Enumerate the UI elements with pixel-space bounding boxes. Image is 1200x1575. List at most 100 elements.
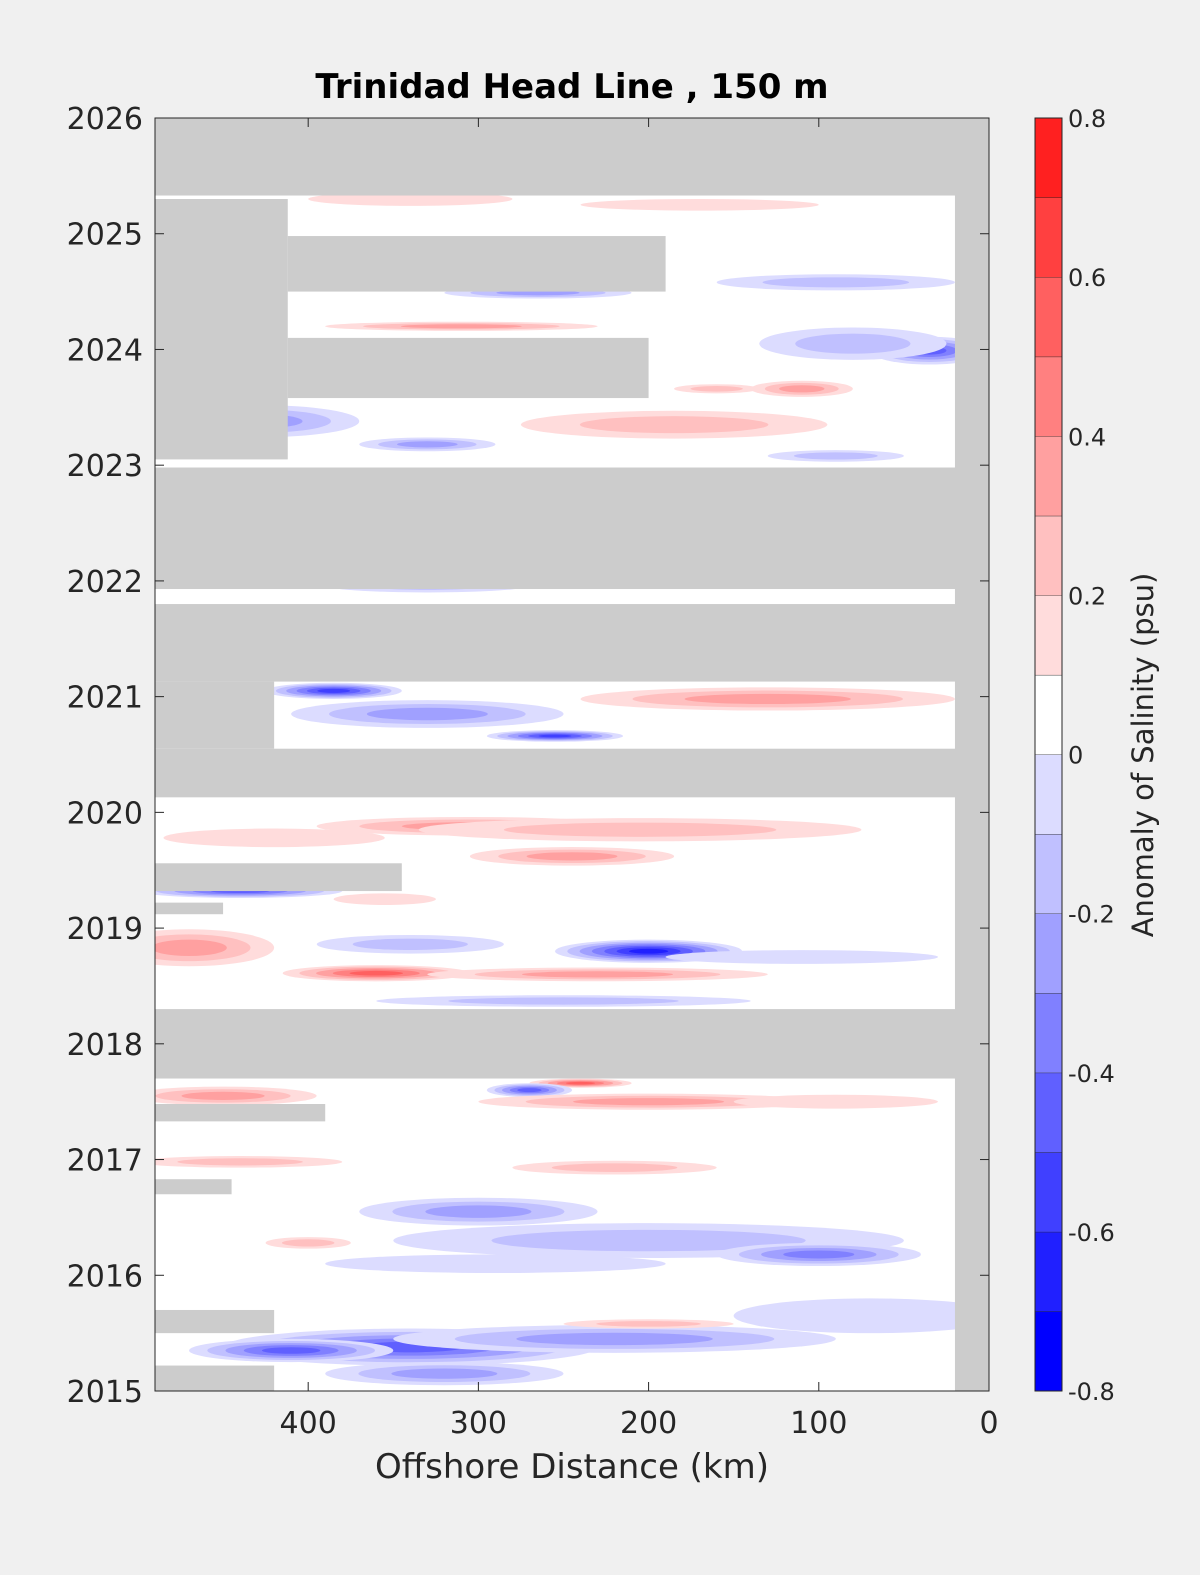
anomaly-feature [520, 410, 828, 439]
x-tick-label: 400 [280, 1406, 337, 1441]
anomaly-feature [155, 1156, 343, 1168]
anomaly-feature [325, 321, 598, 331]
x-tick-label: 300 [450, 1406, 507, 1441]
anomaly-feature [359, 1197, 598, 1226]
contour-level [181, 1091, 265, 1100]
x-tick-label: 100 [790, 1406, 847, 1441]
contour-level [425, 1205, 532, 1218]
anomaly-feature [325, 1254, 666, 1273]
contour-level [333, 893, 436, 905]
colorbar-tick-label: 0 [1068, 742, 1083, 770]
anomaly-feature [282, 965, 470, 982]
y-tick-label: 2025 [67, 218, 143, 253]
anomaly-feature [767, 450, 904, 462]
contour-level [177, 1158, 303, 1166]
colorbar-tick-label: -0.6 [1068, 1219, 1115, 1247]
contour-level [733, 1298, 989, 1334]
contour-level [391, 1368, 498, 1379]
anomaly-feature [486, 1083, 573, 1098]
anomaly-feature [716, 274, 955, 291]
anomaly-feature [265, 682, 402, 699]
anomaly-feature [486, 730, 624, 742]
colorbar-bin [1035, 277, 1062, 357]
colorbar-tick-label: 0.6 [1068, 264, 1106, 292]
y-tick-label: 2024 [67, 333, 143, 368]
x-tick-label: 200 [620, 1406, 677, 1441]
anomaly-feature [580, 687, 955, 711]
anomaly-feature [163, 828, 385, 848]
y-tick-label: 2016 [67, 1259, 143, 1294]
anomaly-feature [733, 1298, 989, 1334]
contour-level [352, 938, 468, 950]
contour-level [366, 707, 488, 721]
anomaly-feature [189, 1338, 394, 1363]
missing-data-band [155, 1179, 232, 1195]
anomaly-feature [716, 1242, 921, 1267]
anomaly-feature [759, 327, 947, 360]
missing-data-band [155, 748, 959, 798]
colorbar-tick-label: -0.8 [1068, 1378, 1115, 1406]
x-axis: 400 300 200 100 0 [280, 118, 999, 1441]
colorbar-bin [1035, 118, 1062, 198]
colorbar-tick-label: -0.4 [1068, 1060, 1115, 1088]
colorbar-bin [1035, 993, 1062, 1073]
colorbar-bin [1035, 834, 1062, 914]
anomaly-feature [563, 1319, 734, 1329]
y-tick-label: 2023 [67, 449, 143, 484]
missing-data-band [155, 1365, 275, 1391]
missing-data-band [287, 236, 666, 292]
missing-data-band [155, 199, 288, 460]
anomaly-feature [265, 1237, 351, 1249]
missing-data-band [155, 681, 275, 749]
contour-level [572, 1098, 725, 1106]
colorbar-bin [1035, 1231, 1062, 1312]
missing-data-band [155, 118, 989, 196]
colorbar-bin [1035, 1311, 1062, 1391]
contour-level [565, 1081, 596, 1085]
anomaly-feature [469, 847, 675, 866]
contour-level [690, 386, 743, 392]
colorbar-bin [1035, 1152, 1062, 1232]
anomaly-feature [393, 1325, 836, 1353]
colorbar-bin [1035, 674, 1062, 755]
contour-level [516, 1332, 713, 1346]
contour-level [521, 971, 674, 978]
y-tick-label: 2026 [67, 102, 143, 137]
colorbar-bin [1035, 436, 1062, 516]
contour-level [491, 1229, 806, 1252]
anomaly-feature [418, 818, 862, 842]
contour-level [795, 333, 911, 354]
anomaly-feature [512, 1160, 717, 1175]
contour-level [551, 1163, 678, 1172]
anomaly-feature [478, 1093, 819, 1110]
contour-level [779, 385, 825, 393]
colorbar-tick-label: 0.2 [1068, 582, 1106, 610]
contour-level [733, 1094, 938, 1109]
contour-level [665, 950, 938, 964]
colorbar-tick-label: 0.8 [1068, 105, 1106, 133]
colorbar-bin [1035, 356, 1062, 437]
anomaly-feature [665, 950, 938, 964]
missing-data-band [155, 1103, 326, 1122]
y-tick-label: 2019 [67, 912, 143, 947]
anomaly-feature [580, 198, 819, 211]
anomaly-feature [308, 192, 513, 206]
contour-level [308, 192, 513, 206]
missing-data-regions [155, 118, 989, 1391]
contour-level [526, 852, 618, 861]
missing-data-band [954, 118, 989, 1391]
missing-data-band [155, 1309, 275, 1334]
anomaly-feature [325, 1362, 564, 1386]
y-tick-label: 2017 [67, 1144, 143, 1179]
anomaly-feature [733, 1094, 938, 1109]
x-axis-label: Offshore Distance (km) [375, 1447, 769, 1487]
y-tick-label: 2021 [67, 681, 143, 716]
contour-level [628, 948, 669, 954]
contour-level [762, 277, 910, 288]
colorbar: 0.8 0.6 0.4 0.2 0 -0.2 -0.4 -0.6 -0.8 [1034, 105, 1115, 1406]
contour-level [155, 939, 227, 956]
y-tick-label: 2022 [67, 565, 143, 600]
contour-level [325, 1254, 666, 1273]
colorbar-bin [1035, 754, 1062, 835]
